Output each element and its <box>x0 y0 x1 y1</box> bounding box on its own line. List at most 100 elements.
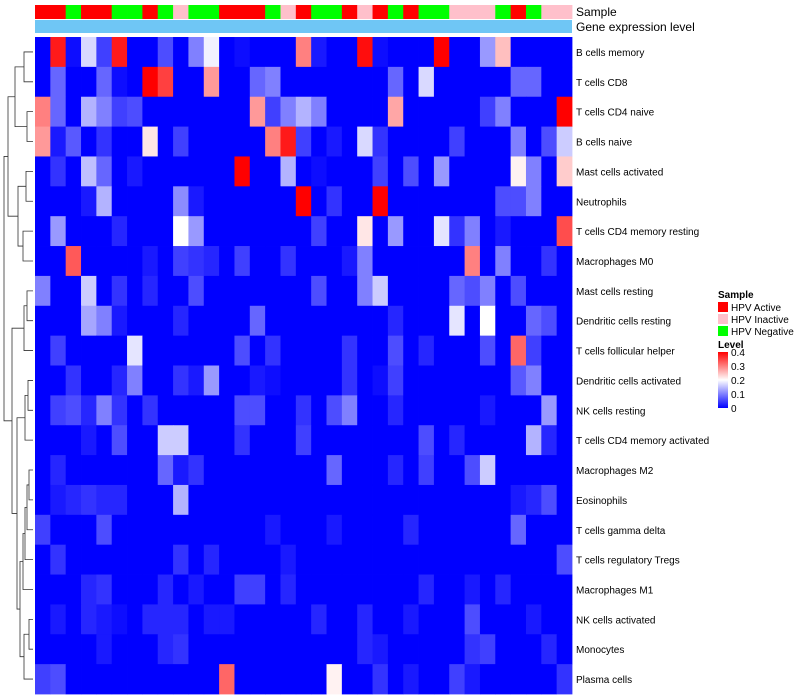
heatmap-cell <box>311 604 327 635</box>
heatmap-cell <box>510 335 527 366</box>
heatmap-cell <box>510 574 527 605</box>
heatmap-cell <box>173 66 189 98</box>
heatmap-cell <box>357 126 373 157</box>
heatmap-cell <box>127 544 143 575</box>
heatmap-cell <box>234 604 251 635</box>
sample-annotation-cell <box>173 5 189 19</box>
heatmap-cell <box>418 514 435 546</box>
heatmap-cell <box>387 604 404 635</box>
heatmap-cell <box>326 544 343 575</box>
heatmap-cell <box>403 634 419 665</box>
heatmap-cell <box>387 275 404 307</box>
heatmap-cell <box>433 96 450 127</box>
dendrogram-branch-3 <box>25 170 33 202</box>
heatmap-cell <box>96 96 113 127</box>
heatmap-cell <box>280 96 297 127</box>
heatmap-cell <box>96 275 113 307</box>
heatmap-cell <box>372 664 389 695</box>
heatmap-cell <box>403 484 419 516</box>
heatmap-cell <box>203 186 220 217</box>
heatmap-cell <box>387 37 404 68</box>
heatmap-cell <box>157 574 174 605</box>
heatmap-cell <box>249 664 266 695</box>
heatmap-cell <box>357 544 373 575</box>
heatmap-cell <box>219 365 235 396</box>
heatmap-cell <box>479 186 496 217</box>
heatmap-cell <box>249 186 266 217</box>
heatmap-cell <box>449 395 465 426</box>
heatmap-cell <box>203 664 220 695</box>
heatmap-cell <box>341 305 358 337</box>
sample-annotation-cell <box>50 5 67 19</box>
heatmap-cell <box>111 216 128 247</box>
heatmap-cell <box>111 156 128 187</box>
heatmap-cell <box>219 156 235 187</box>
heatmap-cell <box>449 246 465 277</box>
heatmap-cell <box>157 514 174 546</box>
heatmap-cell <box>35 216 51 247</box>
expression-track-label: Gene expression level <box>576 20 695 34</box>
heatmap-cell <box>341 484 358 516</box>
dendrogram-branch-18 <box>16 417 25 610</box>
heatmap-cell <box>219 126 235 157</box>
dendrogram-branch-8 <box>23 305 33 351</box>
heatmap-cell <box>50 484 67 516</box>
heatmap-cell <box>96 216 113 247</box>
heatmap-cell <box>372 604 389 635</box>
heatmap-cell <box>234 37 251 68</box>
heatmap-cell <box>96 246 113 277</box>
heatmap-cell <box>418 216 435 247</box>
heatmap-cell <box>341 66 358 98</box>
dendrogram-branch-4 <box>22 230 33 262</box>
sample-annotation-cell <box>372 5 389 19</box>
heatmap-cell <box>525 604 542 635</box>
heatmap-cell <box>265 66 281 98</box>
sample-annotation-cell <box>111 5 128 19</box>
heatmap-cell <box>173 305 189 337</box>
heatmap-cell <box>127 66 143 98</box>
heatmap-cell <box>341 544 358 575</box>
heatmap-cell <box>142 574 159 605</box>
heatmap-cell <box>556 365 573 396</box>
heatmap-cell <box>510 544 527 575</box>
sample-legend-title: Sample <box>718 290 754 301</box>
heatmap-cell <box>173 425 189 456</box>
heatmap-cell <box>35 425 51 456</box>
heatmap-cell <box>510 514 527 546</box>
heatmap-cell <box>510 156 527 187</box>
heatmap-cell <box>479 544 496 575</box>
heatmap-cell <box>326 156 343 187</box>
sample-annotation-cell <box>387 5 404 19</box>
heatmap-cell <box>65 514 82 546</box>
heatmap-cell <box>510 425 527 456</box>
heatmap-cell <box>142 514 159 546</box>
dendrogram-branch-13 <box>24 506 33 561</box>
heatmap-cell <box>418 425 435 456</box>
heatmap-cell <box>173 335 189 366</box>
sample-annotation-cell <box>65 5 82 19</box>
heatmap-cell <box>495 455 512 486</box>
heatmap-cell <box>295 305 312 337</box>
heatmap-cell <box>96 484 113 516</box>
heatmap-cell <box>65 37 82 68</box>
heatmap-cell <box>234 455 251 486</box>
heatmap-cell <box>265 96 281 127</box>
heatmap-cell <box>157 335 174 366</box>
heatmap-cell <box>357 365 373 396</box>
heatmap-cell <box>449 66 465 98</box>
heatmap-cell <box>295 484 312 516</box>
sample-annotation-cell <box>142 5 159 19</box>
heatmap-cell <box>357 186 373 217</box>
heatmap-cell <box>188 484 205 516</box>
heatmap-cell <box>96 544 113 575</box>
heatmap-cell <box>311 514 327 546</box>
heatmap-cell <box>311 335 327 366</box>
heatmap-cell <box>433 216 450 247</box>
heatmap-cell <box>387 186 404 217</box>
heatmap-cell <box>50 544 67 575</box>
heatmap-cell <box>525 126 542 157</box>
heatmap-cell <box>127 514 143 546</box>
heatmap-cell <box>326 425 343 456</box>
heatmap-cell <box>541 305 558 337</box>
heatmap-cells <box>35 37 573 695</box>
